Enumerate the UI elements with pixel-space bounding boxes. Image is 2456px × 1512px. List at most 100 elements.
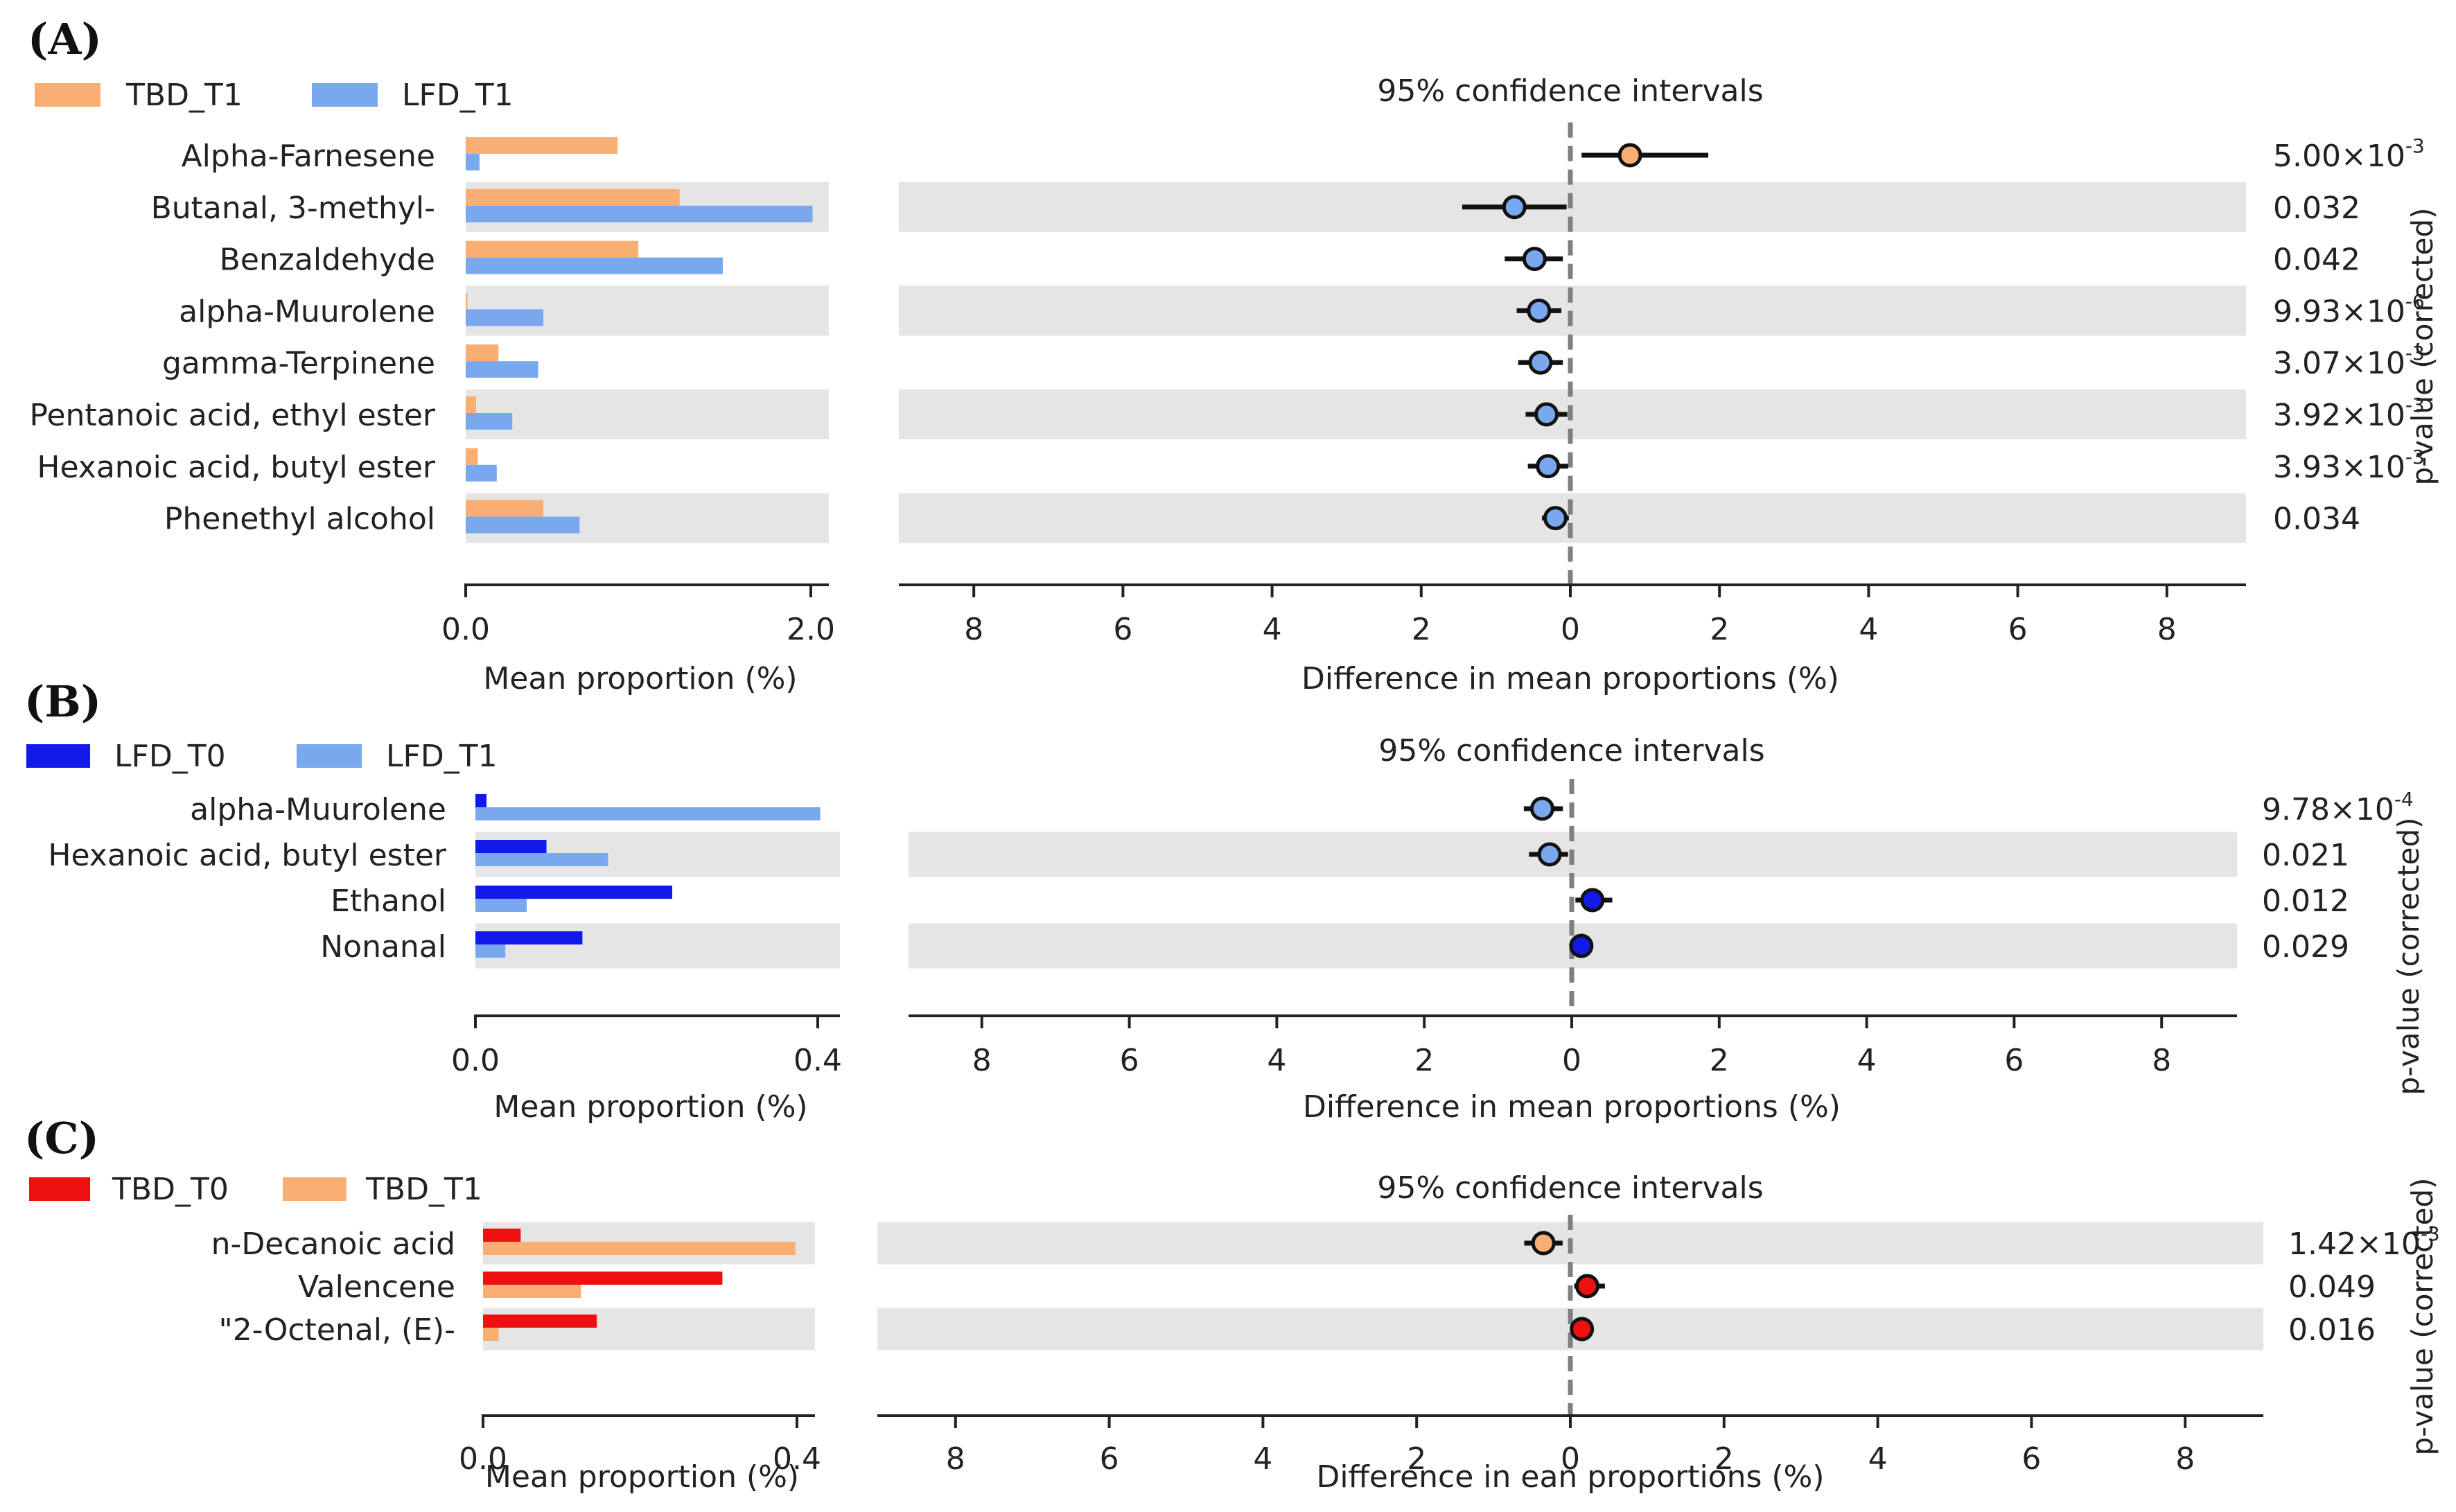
p-value-exponent: -4 — [2394, 788, 2414, 811]
right-axis-title: Difference in mean proportions (%) — [1303, 1089, 1841, 1125]
left-tick-label: 0.4 — [793, 1043, 842, 1078]
bar-tbd_t1 — [466, 240, 638, 258]
difference-point — [1617, 143, 1642, 168]
right-tick-label: 2 — [1407, 1441, 1426, 1477]
right-axis-title: Difference in ean proportions (%) — [1316, 1459, 1824, 1495]
legend-label-tbd_t0: TBD_T0 — [112, 1172, 229, 1207]
p-value-base: 3.92×10 — [2273, 398, 2405, 433]
row-band-left — [475, 923, 840, 969]
bar-tbd_t1 — [466, 500, 544, 517]
right-tick-label: 6 — [1113, 612, 1132, 647]
difference-point — [1522, 247, 1547, 272]
legend-swatch-lfd_t1 — [312, 83, 378, 107]
bar-tbd_t0 — [483, 1272, 723, 1285]
difference-point — [1502, 195, 1527, 220]
row-band-left — [483, 1308, 815, 1351]
right-tick-label: 2 — [1414, 1043, 1434, 1078]
right-tick-label: 0 — [1562, 1043, 1581, 1078]
p-value-base: 0.016 — [2288, 1312, 2376, 1348]
left-tick-label: 0.4 — [773, 1441, 821, 1477]
legend-swatch-lfd_t0 — [26, 744, 90, 768]
category-label: Ethanol — [331, 884, 446, 919]
right-tick-label: 4 — [1267, 1043, 1286, 1078]
panel-c: (C) TBD_T0 TBD_T1 95% confidence intervals n… — [24, 1113, 2440, 1495]
panel-a: (A) TBD_T1 LFD_T1 95% confidence intervals A… — [28, 14, 2439, 696]
difference-point — [1537, 842, 1562, 867]
right-tick-label: 2 — [1412, 612, 1431, 647]
p-value-base: 9.78×10 — [2262, 792, 2394, 827]
legend-swatch-tbd_t1 — [35, 83, 100, 107]
right-tick-label: 8 — [964, 612, 983, 647]
p-value-base: 0.021 — [2262, 838, 2349, 873]
difference-point — [1569, 933, 1594, 958]
difference-point — [1580, 888, 1605, 913]
p-value: 0.034 — [2273, 502, 2360, 537]
p-value-base: 0.012 — [2262, 884, 2349, 919]
panel-b: (B) LFD_T0 LFD_T1 95% confidence intervals a… — [24, 676, 2426, 1125]
difference-point — [1536, 454, 1561, 479]
category-label: Benzaldehyde — [220, 243, 435, 278]
p-value: 0.032 — [2273, 191, 2360, 226]
bar-lfd_t0 — [475, 794, 487, 807]
category-label: Phenethyl alcohol — [164, 502, 435, 537]
p-value: 0.029 — [2262, 929, 2349, 965]
bar-tbd_t1 — [483, 1285, 581, 1298]
legend-label-tbd_t1: TBD_T1 — [365, 1172, 482, 1207]
category-label: "2-Octenal, (E)- — [218, 1312, 455, 1348]
category-label: alpha-Muurolene — [190, 792, 446, 827]
p-value: 3.92×10-3 — [2273, 394, 2425, 433]
bar-lfd_t1 — [466, 257, 723, 274]
difference-point — [1534, 402, 1559, 427]
legend-swatch-tbd_t1 — [283, 1177, 347, 1201]
bar-lfd_t1 — [466, 154, 480, 170]
bar-lfd_t0 — [475, 840, 547, 853]
difference-point — [1570, 1317, 1595, 1342]
category-label: Nonanal — [320, 929, 446, 965]
p-value: 5.00×10-3 — [2273, 134, 2425, 174]
category-label: alpha-Muurolene — [179, 294, 435, 329]
right-tick-label: 8 — [2152, 1043, 2171, 1078]
bar-tbd_t1 — [466, 448, 478, 465]
category-label: Alpha-Farnesene — [182, 139, 435, 174]
difference-point — [1543, 506, 1568, 531]
right-tick-label: 6 — [2008, 612, 2028, 647]
right-tick-label: 8 — [2157, 612, 2177, 647]
left-tick-label: 0.0 — [451, 1043, 500, 1078]
panel-label: (C) — [24, 1113, 99, 1163]
p-value-axis-title: p-value (corrected) — [2405, 207, 2439, 485]
right-tick-label: 2 — [1710, 612, 1729, 647]
bar-tbd_t1 — [466, 292, 468, 310]
category-label: gamma-Terpinene — [162, 346, 435, 381]
ci-title: 95% confidence intervals — [1378, 733, 1764, 768]
difference-point — [1529, 796, 1554, 821]
bar-tbd_t0 — [483, 1229, 521, 1242]
difference-point — [1575, 1274, 1599, 1299]
legend-label-lfd_t0: LFD_T0 — [114, 739, 226, 774]
p-value: 0.012 — [2262, 884, 2349, 919]
category-label: Butanal, 3-methyl- — [151, 191, 435, 226]
right-tick-label: 2 — [1714, 1441, 1734, 1477]
bar-tbd_t1 — [466, 188, 680, 206]
p-value: 9.78×10-4 — [2262, 788, 2414, 827]
row-band-left — [466, 389, 829, 439]
p-value: 0.021 — [2262, 838, 2349, 873]
bar-lfd_t1 — [475, 944, 506, 958]
left-axis-title: Mean proportion (%) — [483, 661, 797, 696]
p-value: 3.93×10-3 — [2273, 446, 2425, 485]
right-tick-label: 6 — [1120, 1043, 1139, 1078]
p-value-base: 5.00×10 — [2273, 139, 2405, 174]
right-tick-label: 4 — [1263, 612, 1282, 647]
bar-tbd_t0 — [483, 1315, 597, 1328]
panel-label: (A) — [28, 14, 102, 64]
p-value-exponent: -3 — [2405, 134, 2425, 157]
legend-label-lfd_t1: LFD_T1 — [386, 739, 498, 774]
ci-title: 95% confidence intervals — [1377, 73, 1763, 109]
p-value-exponent: -3 — [2405, 394, 2425, 416]
bar-lfd_t1 — [466, 464, 497, 482]
legend-swatch-lfd_t1 — [297, 744, 362, 768]
p-value-exponent: -3 — [2405, 446, 2425, 468]
p-value-base: 9.93×10 — [2273, 294, 2405, 329]
p-value-axis-title: p-value (corrected) — [2405, 1177, 2439, 1455]
right-tick-label: 8 — [2175, 1441, 2195, 1477]
